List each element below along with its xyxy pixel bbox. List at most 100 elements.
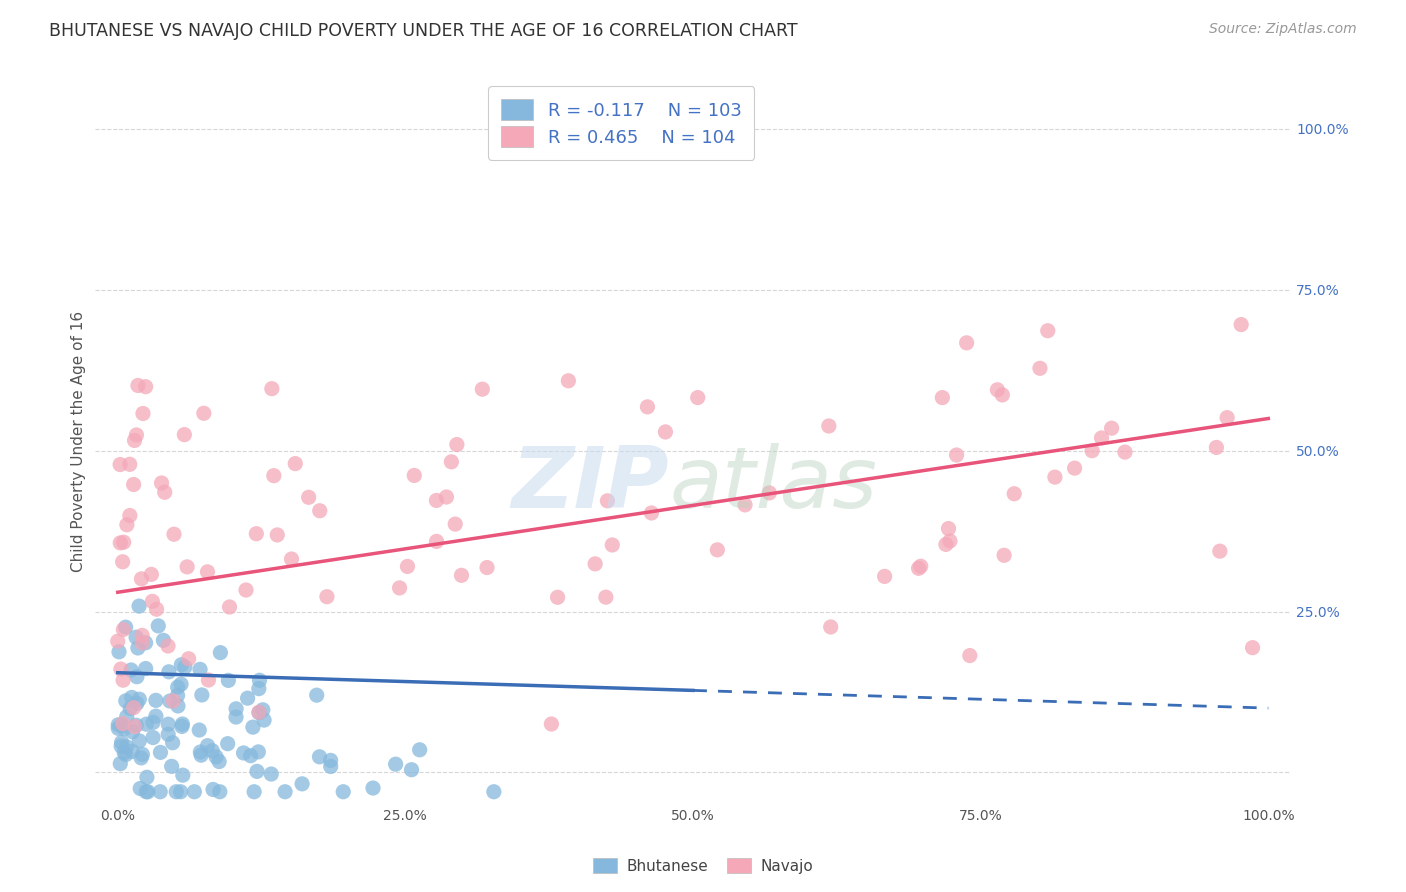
Point [142,715,165,730]
Point [440,455,463,469]
Point [557,374,579,388]
Point [122,700,145,714]
Point [1036,324,1059,338]
Point [112,535,135,549]
Point [945,448,967,462]
Point [131,628,153,642]
Point [131,572,153,586]
Point [253,713,276,727]
Point [636,400,658,414]
Point [404,468,426,483]
Point [547,591,569,605]
Point [266,528,288,542]
Point [243,785,266,799]
Point [1063,461,1085,475]
Point [122,477,145,491]
Point [1101,421,1123,435]
Point [935,537,957,551]
Point [120,663,142,677]
Point [274,785,297,799]
Point [640,506,662,520]
Point [595,590,617,604]
Point [141,567,163,582]
Point [173,660,195,674]
Point [939,533,962,548]
Point [1209,544,1232,558]
Point [1205,441,1227,455]
Point [132,407,155,421]
Point [1029,361,1052,376]
Point [125,428,148,442]
Point [135,770,157,784]
Text: ZIP: ZIP [512,443,669,526]
Point [202,782,225,797]
Point [319,753,342,767]
Point [247,706,270,720]
Point [408,743,430,757]
Point [1241,640,1264,655]
Point [298,491,321,505]
Point [127,378,149,392]
Point [201,744,224,758]
Point [654,425,676,439]
Point [1081,443,1104,458]
Point [232,746,254,760]
Point [217,673,239,688]
Point [239,748,262,763]
Point [110,662,132,676]
Point [176,559,198,574]
Point [758,486,780,500]
Point [938,522,960,536]
Point [263,468,285,483]
Point [110,756,132,771]
Point [114,694,136,708]
Y-axis label: Child Poverty Under the Age of 16: Child Poverty Under the Age of 16 [72,310,86,572]
Point [112,722,135,736]
Point [260,382,283,396]
Point [166,689,188,703]
Point [112,746,135,760]
Point [157,717,180,731]
Point [209,646,232,660]
Point [1230,318,1253,332]
Point [120,701,142,715]
Point [332,785,354,799]
Point [125,718,148,732]
Point [1114,445,1136,459]
Point [160,759,183,773]
Point [820,620,842,634]
Point [188,662,211,676]
Point [252,703,274,717]
Point [596,493,619,508]
Point [124,720,146,734]
Point [1090,431,1112,445]
Point [388,581,411,595]
Text: BHUTANESE VS NAVAJO CHILD POVERTY UNDER THE AGE OF 16 CORRELATION CHART: BHUTANESE VS NAVAJO CHILD POVERTY UNDER … [49,22,797,40]
Point [242,720,264,734]
Point [190,748,212,763]
Point [1043,470,1066,484]
Point [135,661,157,675]
Point [246,764,269,779]
Point [396,559,419,574]
Point [115,517,138,532]
Point [111,716,134,731]
Point [115,710,138,724]
Point [706,542,728,557]
Point [319,759,342,773]
Point [110,536,132,550]
Point [247,745,270,759]
Point [734,498,756,512]
Point [157,665,180,679]
Point [135,380,157,394]
Point [191,688,214,702]
Point [817,419,839,434]
Point [108,458,131,472]
Point [208,755,231,769]
Point [183,785,205,799]
Point [157,639,180,653]
Point [225,702,247,716]
Point [260,767,283,781]
Point [172,717,194,731]
Legend: R = -0.117    N = 103, R = 0.465    N = 104: R = -0.117 N = 103, R = 0.465 N = 104 [488,87,754,160]
